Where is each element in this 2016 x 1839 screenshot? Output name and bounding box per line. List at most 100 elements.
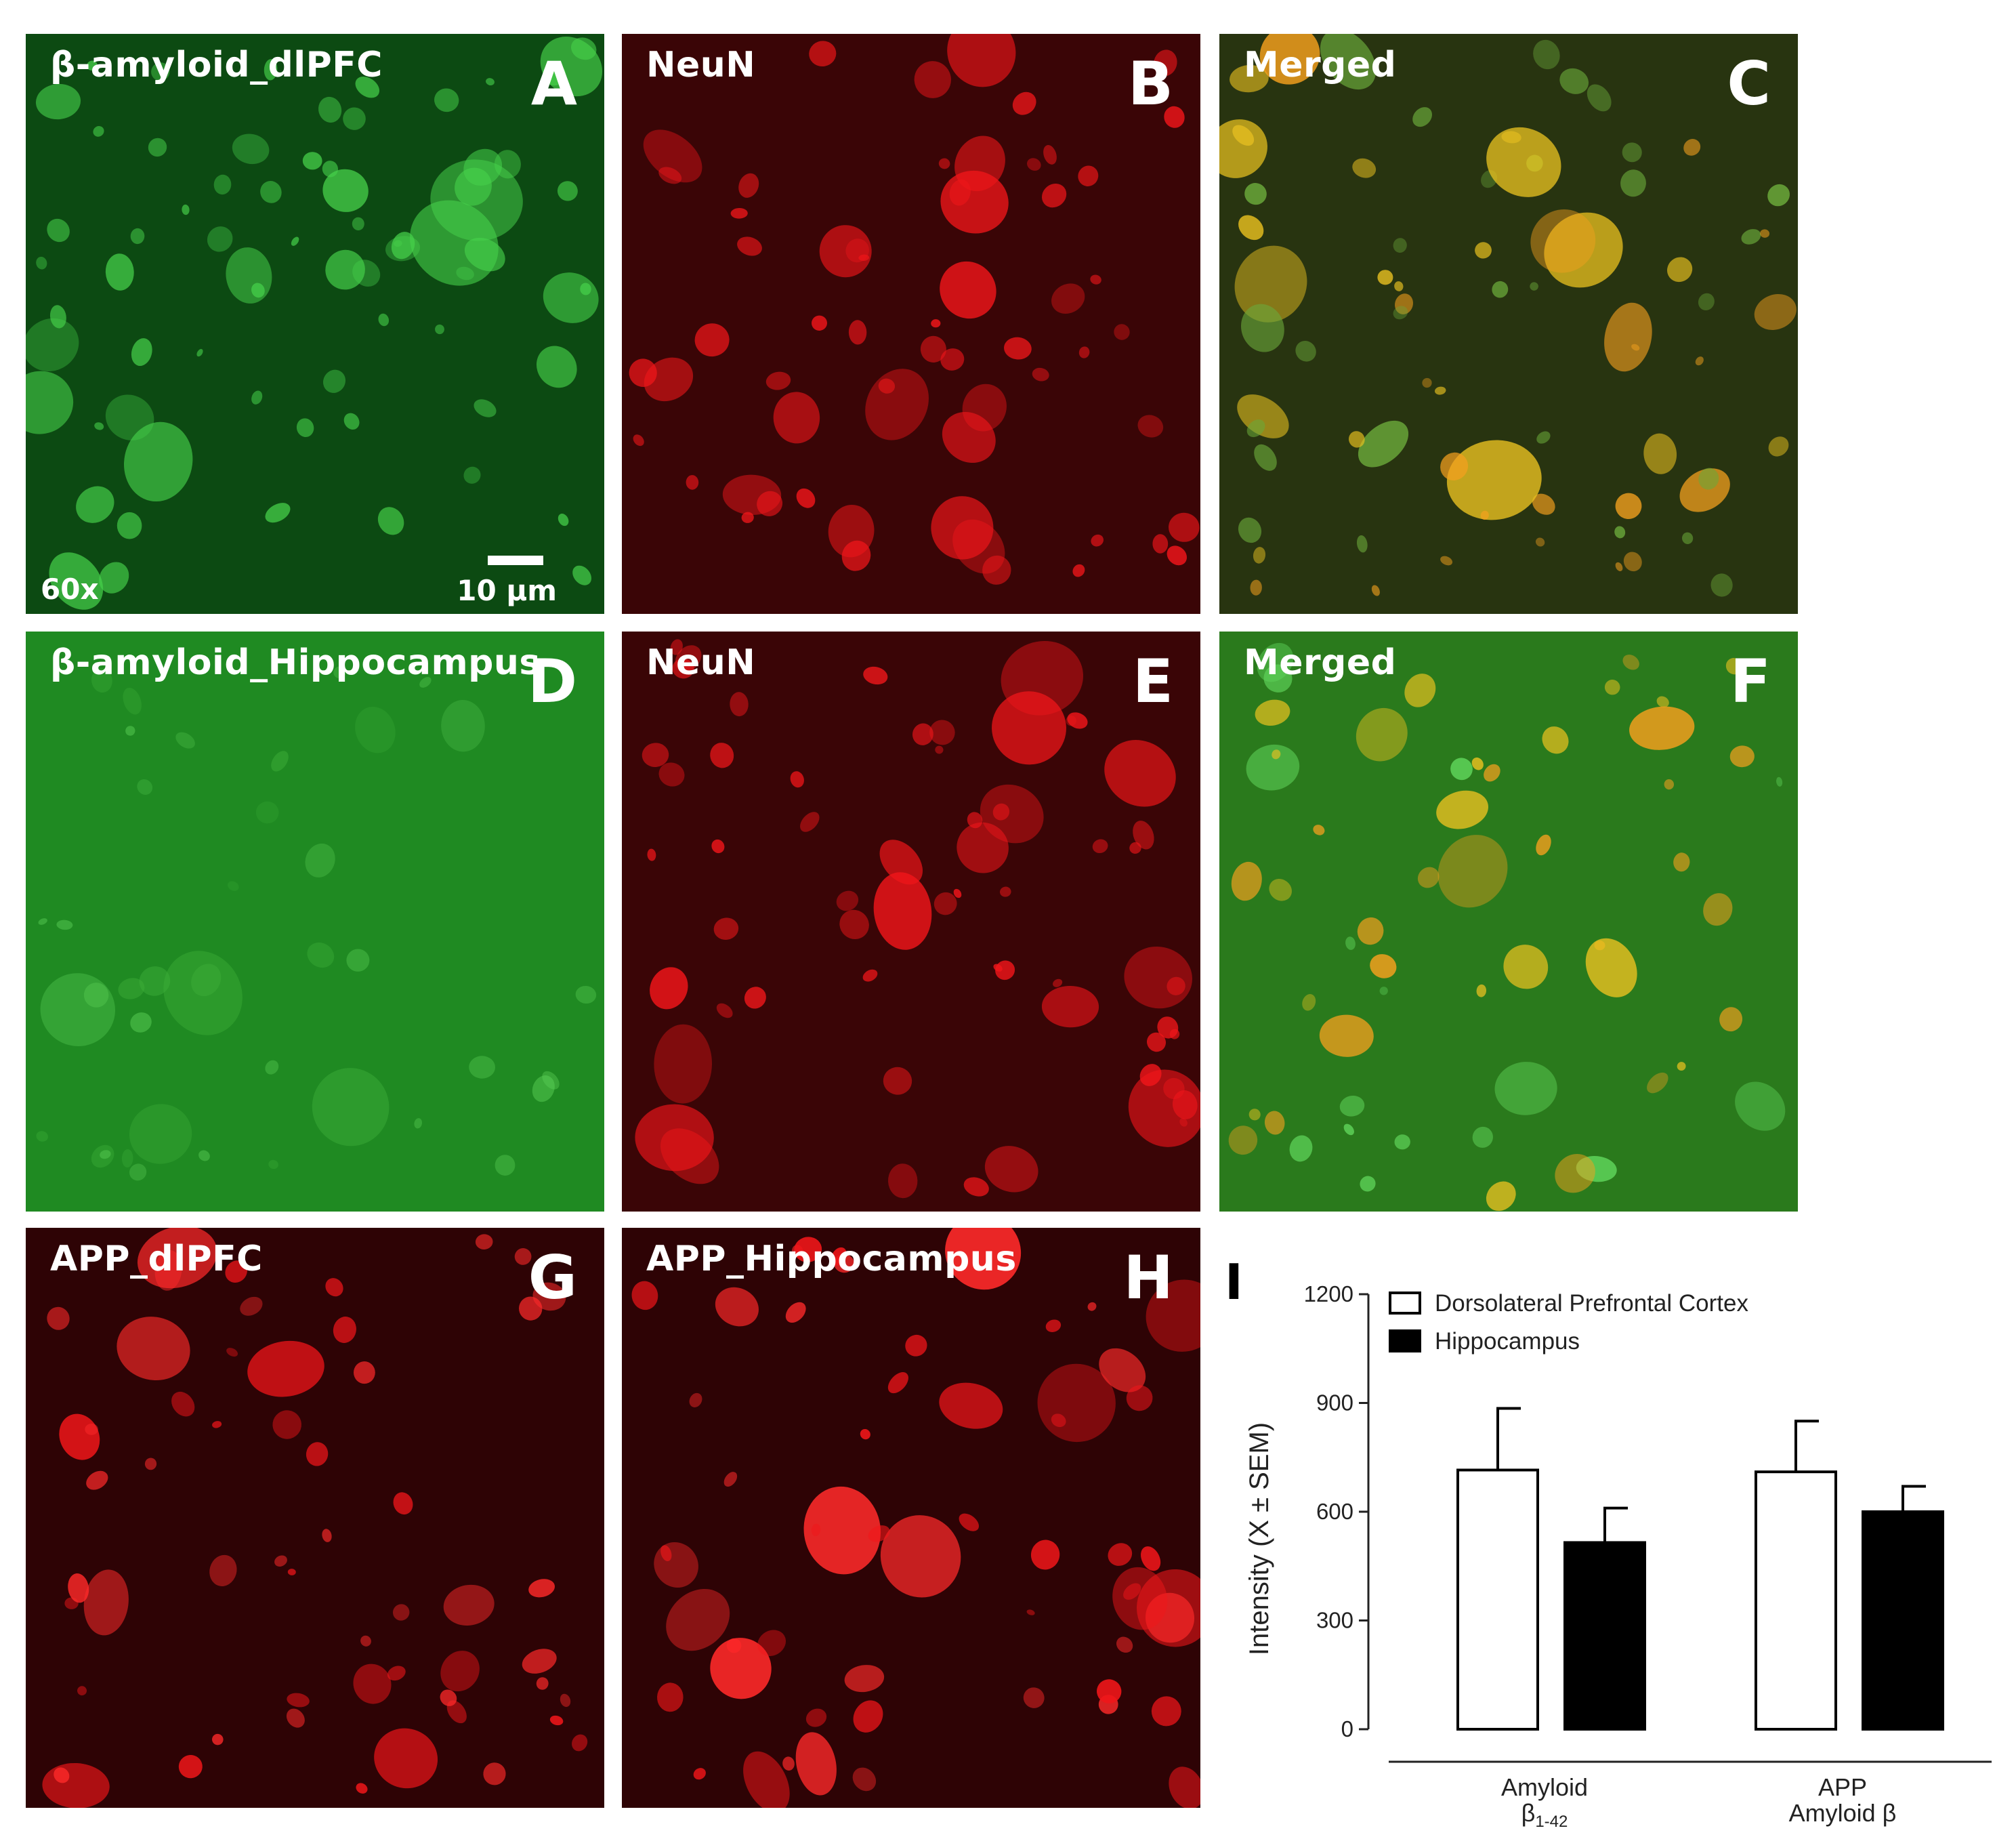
cell-stain	[1703, 893, 1733, 926]
panel-f-title: Merged	[1244, 642, 1397, 683]
panel-f-merged: Merged F	[1219, 632, 1798, 1212]
cell-stain	[105, 253, 134, 291]
panel-h-app-hippocampus: APP_Hippocampus H	[622, 1228, 1200, 1808]
cell-stain	[982, 555, 1011, 585]
cell-stain	[536, 346, 577, 388]
cell-stain	[1289, 1135, 1313, 1162]
cell-stain	[795, 1732, 837, 1796]
cell-stain	[845, 239, 869, 263]
cell-stain	[100, 1150, 111, 1159]
cell-stain	[953, 888, 962, 898]
cell-stain	[377, 507, 404, 535]
cell-stain	[1124, 946, 1192, 1009]
cell-stain	[1343, 1123, 1354, 1136]
cell-stain	[463, 466, 481, 484]
cell-stain	[713, 917, 739, 940]
legend-label: Dorsolateral Prefrontal Cortex	[1435, 1290, 1748, 1317]
cell-stain	[139, 966, 171, 996]
cell-stain	[658, 762, 685, 787]
cell-stain	[650, 967, 688, 1010]
cell-stain	[947, 34, 1016, 87]
cell-stain	[644, 357, 694, 402]
cell-stain	[722, 474, 782, 515]
cell-stain	[743, 1751, 790, 1808]
cell-stain	[1503, 945, 1549, 989]
panel-h-letter: H	[1123, 1243, 1173, 1313]
panel-a-amyloid-dlpfc: β-amyloid_dlPFC A 60x 10 µm	[26, 34, 604, 614]
micrograph-h	[622, 1228, 1200, 1808]
cell-stain	[528, 1579, 555, 1598]
cell-stain	[1348, 431, 1365, 448]
cell-stain	[887, 1372, 908, 1394]
cell-stain	[773, 392, 820, 444]
cell-stain	[1041, 985, 1099, 1028]
cell-stain	[260, 181, 282, 203]
cell-stain	[935, 745, 944, 754]
cell-stain	[1230, 64, 1269, 93]
micrograph-e	[622, 632, 1200, 1212]
cell-stain	[1152, 534, 1169, 554]
cell-stain	[963, 1177, 989, 1197]
cell-stain	[76, 486, 114, 523]
cell-stain	[1145, 1592, 1195, 1643]
cell-stain	[992, 803, 1010, 821]
cell-stain	[59, 1413, 100, 1460]
cell-stain	[710, 1638, 772, 1699]
cell-stain	[360, 1635, 371, 1647]
cell-stain	[1698, 468, 1719, 490]
cell-stain	[656, 1682, 684, 1712]
cell-stain	[268, 1159, 278, 1170]
panel-g-title: APP_dlPFC	[50, 1239, 263, 1279]
cell-stain	[514, 1248, 532, 1265]
cell-stain	[660, 1545, 672, 1562]
cell-stain	[1133, 821, 1154, 850]
cell-stain	[1643, 433, 1677, 474]
cell-stain	[305, 843, 335, 877]
cell-stain	[1051, 1413, 1066, 1428]
cell-stain	[560, 1693, 571, 1708]
cell-stain	[686, 475, 699, 490]
cell-stain	[1026, 1609, 1035, 1615]
cell-stain	[670, 639, 683, 655]
cell-stain	[836, 890, 859, 911]
cell-stain	[868, 1525, 890, 1542]
cell-stain	[1446, 440, 1542, 520]
cell-stain	[291, 236, 299, 246]
cell-stain	[353, 1664, 392, 1704]
cell-stain	[1475, 242, 1492, 259]
cell-stain	[1151, 1696, 1181, 1727]
cell-stain	[542, 1071, 560, 1090]
cell-stain	[715, 1287, 759, 1327]
cell-stain	[1656, 696, 1669, 708]
cell-stain	[1219, 119, 1267, 178]
cell-stain	[711, 839, 725, 854]
cell-stain	[265, 503, 291, 523]
cell-stain	[1112, 1567, 1168, 1630]
cell-stain	[933, 892, 957, 915]
bar	[1755, 1470, 1837, 1731]
cell-stain	[522, 1649, 557, 1674]
cell-stain	[785, 1302, 806, 1323]
cell-stain	[1530, 209, 1596, 273]
cell-stain	[1370, 954, 1397, 978]
cell-stain	[49, 305, 66, 329]
cell-stain	[434, 88, 459, 112]
cell-stain	[942, 411, 996, 463]
scale-bar	[488, 556, 543, 565]
cell-stain	[1099, 1348, 1146, 1392]
cell-stain	[1536, 834, 1551, 856]
cell-stain	[575, 985, 597, 1004]
cell-stain	[809, 41, 837, 67]
cell-stain	[1116, 1636, 1133, 1653]
cell-stain	[1104, 740, 1176, 807]
cell-stain	[1097, 1679, 1122, 1703]
cell-stain	[647, 848, 656, 861]
cell-stain	[819, 225, 872, 278]
cell-stain	[848, 320, 867, 345]
scale-bar-label: 10 µm	[457, 574, 557, 607]
cell-stain	[1587, 84, 1612, 112]
micrograph-background	[622, 34, 1200, 614]
y-tick-label: 600	[1316, 1499, 1353, 1524]
cell-stain	[1167, 545, 1188, 566]
cell-stain	[929, 720, 955, 745]
